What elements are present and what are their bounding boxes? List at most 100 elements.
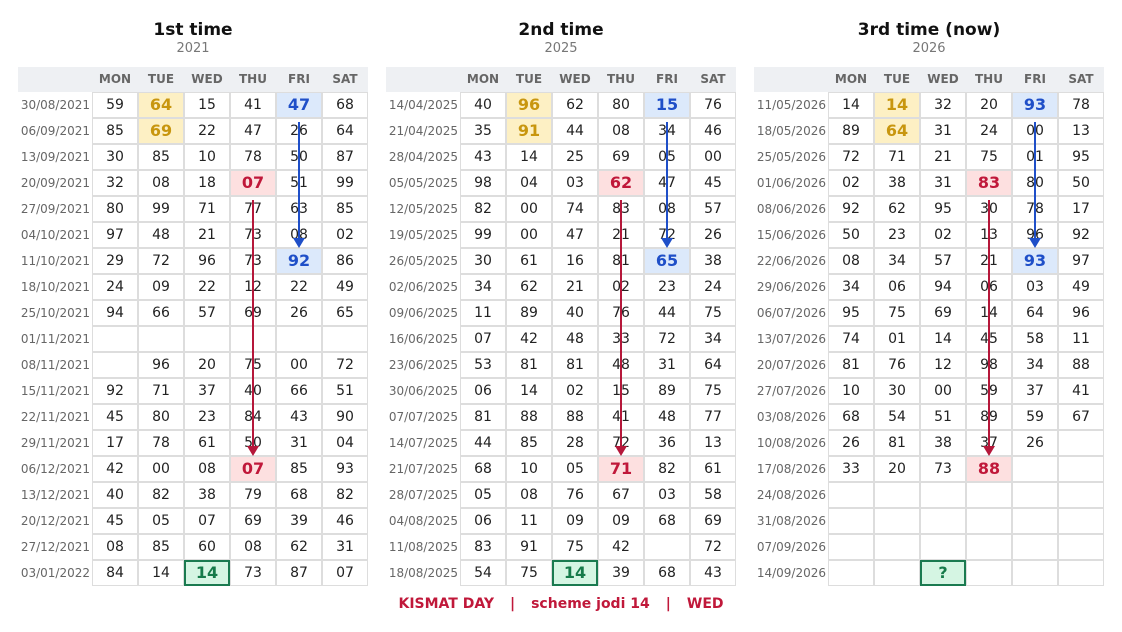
- cell: 31: [322, 534, 368, 560]
- cell: 07: [184, 508, 230, 534]
- day-header: THU: [975, 72, 1003, 86]
- cell: 87: [276, 560, 322, 586]
- row-date: 11/08/2025: [388, 540, 458, 554]
- cell: 29: [92, 248, 138, 274]
- cell: 62: [552, 92, 598, 118]
- cell: 81: [828, 352, 874, 378]
- row-date: 13/07/2026: [756, 332, 826, 346]
- cell: 11: [1058, 326, 1104, 352]
- row-date: 30/06/2025: [388, 384, 458, 398]
- cell: 31: [920, 118, 966, 144]
- cell: 93: [1012, 248, 1058, 274]
- cell: 64: [138, 92, 184, 118]
- day-header: TUE: [515, 72, 543, 86]
- row-date: 05/05/2025: [388, 176, 458, 190]
- cell: 23: [644, 274, 690, 300]
- cell: 18: [184, 170, 230, 196]
- cell: 39: [276, 508, 322, 534]
- cell: 74: [828, 326, 874, 352]
- row-date: 02/06/2025: [388, 280, 458, 294]
- cell: 64: [322, 118, 368, 144]
- cell: 17: [1058, 196, 1104, 222]
- cell: 01: [874, 326, 920, 352]
- header-bg: [754, 67, 1104, 92]
- cell: 64: [1012, 300, 1058, 326]
- cell: [92, 326, 138, 352]
- arrows: [247, 122, 305, 456]
- cell: 00: [506, 196, 552, 222]
- day-header: MON: [466, 72, 500, 86]
- cell: 82: [460, 196, 506, 222]
- cell: 49: [1058, 274, 1104, 300]
- cell: 46: [690, 118, 736, 144]
- row-date: 12/05/2025: [388, 202, 458, 216]
- cell: 40: [92, 482, 138, 508]
- cell: 61: [184, 430, 230, 456]
- day-header: SAT: [332, 72, 358, 86]
- cell: 11: [460, 300, 506, 326]
- footer-item: WED: [686, 596, 724, 612]
- cell: 14: [552, 560, 598, 586]
- cell: 75: [506, 560, 552, 586]
- row-date: 03/08/2026: [756, 410, 826, 424]
- panel-title: 3rd time (now): [857, 20, 1001, 40]
- cell: [1012, 508, 1058, 534]
- cell: 30: [460, 248, 506, 274]
- row-date: 06/07/2026: [756, 306, 826, 320]
- cell: 06: [460, 378, 506, 404]
- cell: 76: [690, 92, 736, 118]
- cell: 20: [184, 352, 230, 378]
- cell: [966, 534, 1012, 560]
- cell: 68: [644, 508, 690, 534]
- cell: [874, 534, 920, 560]
- cell: 60: [184, 534, 230, 560]
- cell: 00: [138, 456, 184, 482]
- cell: 54: [874, 404, 920, 430]
- day-header: THU: [239, 72, 267, 86]
- cell: 05: [138, 508, 184, 534]
- cell: 14: [874, 92, 920, 118]
- cell: 23: [184, 404, 230, 430]
- row-date: 29/11/2021: [20, 436, 90, 450]
- row-date: 21/07/2025: [388, 462, 458, 476]
- cell: 14: [138, 560, 184, 586]
- row-date: 29/06/2026: [756, 280, 826, 294]
- cell: 24: [92, 274, 138, 300]
- row-date: 17/08/2026: [756, 462, 826, 476]
- cell: 21: [552, 274, 598, 300]
- row-date: 25/10/2021: [20, 306, 90, 320]
- cell: 64: [690, 352, 736, 378]
- cell: 02: [920, 222, 966, 248]
- cell: 26: [828, 430, 874, 456]
- cell: 30: [874, 378, 920, 404]
- day-header: MON: [98, 72, 132, 86]
- cell: 26: [690, 222, 736, 248]
- cell: 46: [322, 508, 368, 534]
- cell: [276, 326, 322, 352]
- cell: 45: [92, 508, 138, 534]
- cell: 42: [506, 326, 552, 352]
- cell: 95: [828, 300, 874, 326]
- cell: 39: [598, 560, 644, 586]
- row-date: 09/06/2025: [388, 306, 458, 320]
- cell: [1012, 456, 1058, 482]
- day-header: SAT: [1068, 72, 1094, 86]
- arrows: [983, 122, 1041, 456]
- cell: 88: [1058, 352, 1104, 378]
- cell: [874, 508, 920, 534]
- cell: 57: [690, 196, 736, 222]
- cell: 16: [552, 248, 598, 274]
- cell: 30: [92, 144, 138, 170]
- panel-subtitle: 2026: [912, 41, 946, 56]
- row-date: 20/12/2021: [20, 514, 90, 528]
- cell: 32: [920, 92, 966, 118]
- cell: [1058, 430, 1104, 456]
- cell: 22: [184, 274, 230, 300]
- row-date: 18/05/2026: [756, 124, 826, 138]
- cell: 04: [322, 430, 368, 456]
- day-header: WED: [927, 72, 959, 86]
- cell: 06: [460, 508, 506, 534]
- cell: 57: [184, 300, 230, 326]
- cell: 73: [920, 456, 966, 482]
- cell: 85: [276, 456, 322, 482]
